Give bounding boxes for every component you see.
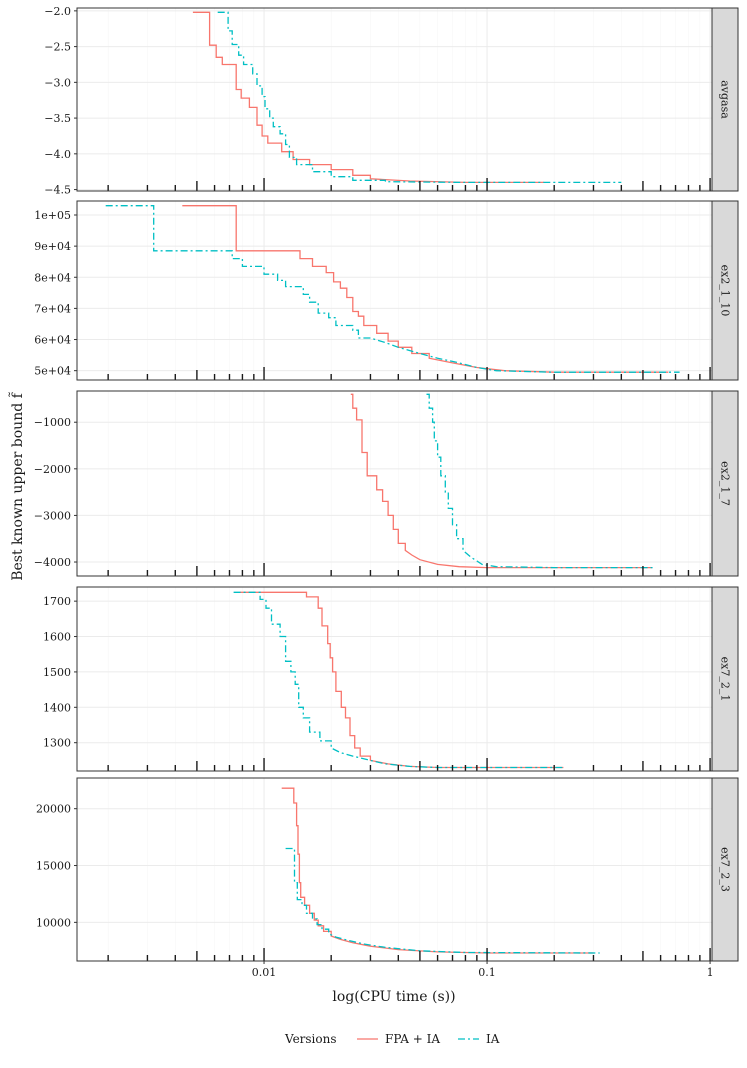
legend-label-ia: IA [486, 1032, 500, 1046]
facet-strip [711, 777, 739, 962]
y-tick-label: 1600 [43, 631, 71, 644]
y-tick-label: 20000 [36, 803, 71, 816]
panel-avgasa: −2.0 −2.5 −3.0 −3.5 −4.0 −4.5 avgasa [44, 5, 739, 197]
facet-strip-label: ex2_1_7 [719, 461, 732, 506]
y-tick-label: 5e+04 [34, 365, 71, 378]
panel-background [77, 587, 712, 771]
y-tick-label: 15000 [36, 860, 71, 873]
y-tick-label: −3.5 [44, 112, 71, 125]
y-tick-label: 1400 [43, 701, 71, 714]
series-line-ia [105, 205, 680, 373]
panel-ex7-2-1: 1300 1400 1500 1600 1700 ex7_2_1 [43, 586, 739, 772]
legend-label-fpa-ia: FPA + IA [385, 1032, 440, 1046]
series-line-ia [217, 11, 622, 184]
x-axis-title: log(CPU time (s)) [332, 989, 455, 1005]
facet-strip [711, 7, 739, 192]
x-tick-label: 1 [707, 966, 714, 979]
panel-background [77, 391, 712, 576]
panel-ex2-1-7: −1000 −2000 −3000 −4000 ex2_1_7 [34, 390, 739, 577]
y-tick-label: −1000 [34, 416, 71, 429]
series-line-fpa-ia [240, 591, 564, 769]
y-tick-label: −4000 [34, 556, 71, 569]
series-line-fpa-ia [182, 205, 669, 373]
legend-title: Versions [284, 1032, 337, 1046]
y-tick-label: −4.0 [44, 148, 71, 161]
panel-ex7-2-3: 10000 15000 20000 ex7_2_3 [36, 777, 739, 962]
y-tick-label: −2000 [34, 463, 71, 476]
y-tick-label: 1e+05 [34, 209, 71, 222]
y-tick-label: 1500 [43, 666, 71, 679]
y-tick-label: −2.0 [44, 5, 71, 18]
legend: Versions FPA + IA IA [284, 1032, 500, 1046]
y-tick-label: 9e+04 [34, 240, 71, 253]
facet-strip [711, 390, 739, 577]
facet-strip-label: ex2_1_10 [719, 265, 732, 317]
facet-strip-label: avgasa [719, 80, 732, 119]
x-tick-label: 0.01 [252, 966, 277, 979]
y-tick-label: 10000 [36, 916, 71, 929]
panel-ex2-1-10: 5e+04 6e+04 7e+04 8e+04 9e+04 1e+05 ex2_1_10 [34, 200, 739, 381]
series-line-fpa-ia [192, 11, 544, 184]
series-line-ia [285, 847, 600, 954]
panel-background [77, 201, 712, 380]
facet-strip-label: ex7_2_1 [719, 657, 732, 702]
series-line-fpa-ia [350, 393, 653, 569]
x-tick-label: 0.1 [478, 966, 496, 979]
y-axis-title: Best known upper bound f̃ [8, 391, 26, 580]
panel-background [77, 8, 712, 191]
facet-strip-label: ex7_2_3 [719, 847, 732, 892]
y-tick-label: −4.5 [44, 184, 71, 197]
panel-background [77, 778, 712, 961]
series-line-ia [426, 393, 656, 569]
y-tick-label: −2.5 [44, 41, 71, 54]
facet-strip [711, 200, 739, 381]
y-tick-label: 7e+04 [34, 302, 71, 315]
y-tick-label: 8e+04 [34, 271, 71, 284]
facet-strip [711, 586, 739, 772]
y-tick-label: −3.0 [44, 76, 71, 89]
series-line-ia [233, 591, 564, 769]
y-tick-label: −3000 [34, 509, 71, 522]
y-tick-label: 1300 [43, 737, 71, 750]
panels-group: −2.0 −2.5 −3.0 −3.5 −4.0 −4.5 avgasa 5e+04 6e+04… [34, 5, 739, 979]
y-tick-label: 6e+04 [34, 334, 71, 347]
y-tick-label: 1700 [43, 595, 71, 608]
